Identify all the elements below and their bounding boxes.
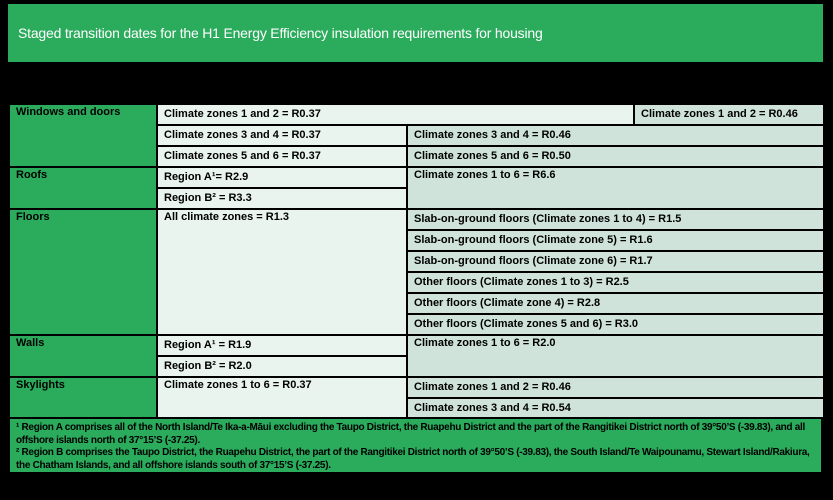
section-label-windows-and-doors: Windows and doors	[8, 103, 158, 168]
cell-windows-zones12-before: Climate zones 1 and 2 = R0.37	[155, 103, 636, 126]
cell-floors-slab-zone6: Slab-on-ground floors (Climate zone 6) =…	[405, 250, 826, 273]
cell-roofs-regionA: Region A¹= R2.9	[156, 166, 408, 189]
page-title: Staged transition dates for the H1 Energ…	[18, 25, 543, 41]
section-label-walls: Walls	[8, 334, 158, 378]
header-banner: Staged transition dates for the H1 Energ…	[8, 4, 823, 62]
table-row: Skylights Climate zones 1 to 6 = R0.37 C…	[8, 376, 826, 441]
cell-skylights-zones12-after: Climate zones 1 and 2 = R0.46	[405, 376, 826, 399]
footnote-region-a: ¹ Region A comprises all of the North Is…	[16, 422, 805, 446]
cell-walls-regionA: Region A¹ = R1.9	[156, 334, 408, 357]
table-row: Other floors (Climate zone 4) = R2.8	[9, 292, 826, 315]
table-row: Walls Region A¹ = R1.9 Climate zones 1 t…	[8, 334, 826, 378]
table-row: Climate zones 5 and 6 = R0.37 Climate zo…	[9, 145, 826, 168]
table-row: Region B² = R3.3	[9, 187, 824, 210]
cell-windows-zones56-after: Climate zones 5 and 6 = R0.50	[405, 145, 826, 168]
cell-floors-other-zones13: Other floors (Climate zones 1 to 3) = R2…	[405, 271, 826, 294]
cell-floors-before: All climate zones = R1.3	[156, 208, 408, 336]
cell-walls-regionB: Region B² = R2.0	[156, 355, 408, 378]
cell-windows-zones34-after: Climate zones 3 and 4 = R0.46	[405, 124, 826, 147]
cell-windows-zones12-after: Climate zones 1 and 2 = R0.46	[633, 103, 826, 126]
cell-roofs-regionB: Region B² = R3.3	[156, 187, 408, 210]
table-row: Other floors (Climate zones 5 and 6) = R…	[9, 313, 826, 336]
cell-windows-zones56-before: Climate zones 5 and 6 = R0.37	[156, 145, 408, 168]
table-row: Roofs Region A¹= R2.9 Climate zones 1 to…	[8, 166, 826, 210]
table-row: Other floors (Climate zones 1 to 3) = R2…	[9, 271, 826, 294]
table-row: Floors All climate zones = R1.3 Slab-on-…	[8, 208, 826, 336]
footnote-region-b: ² Region B comprises the Taupo District,…	[16, 447, 810, 471]
section-label-roofs: Roofs	[8, 166, 158, 210]
table-row: Windows and doors Climate zones 1 and 2 …	[8, 103, 826, 168]
table-row: Region B² = R2.0	[9, 355, 824, 378]
timeline-band	[0, 62, 833, 166]
footnotes-box: ¹ Region A comprises all of the North Is…	[8, 417, 823, 474]
table-row: Climate zones 3 and 4 = R0.37 Climate zo…	[9, 124, 826, 147]
cell-windows-zones34-before: Climate zones 3 and 4 = R0.37	[156, 124, 408, 147]
cell-walls-after: Climate zones 1 to 6 = R2.0	[405, 334, 826, 378]
table-row: Slab-on-ground floors (Climate zone 5) =…	[9, 229, 826, 252]
cell-floors-slab-zones14: Slab-on-ground floors (Climate zones 1 t…	[405, 208, 826, 231]
cell-floors-slab-zone5: Slab-on-ground floors (Climate zone 5) =…	[405, 229, 826, 252]
cell-roofs-after: Climate zones 1 to 6 = R6.6	[405, 166, 826, 210]
table-row: Slab-on-ground floors (Climate zone 6) =…	[9, 250, 826, 273]
cell-skylights-zones34-after: Climate zones 3 and 4 = R0.54	[405, 397, 826, 420]
cell-floors-other-zones56: Other floors (Climate zones 5 and 6) = R…	[405, 313, 826, 336]
section-label-floors: Floors	[8, 208, 158, 336]
cell-floors-other-zone4: Other floors (Climate zone 4) = R2.8	[405, 292, 826, 315]
insulation-requirements-table: Windows and doors Climate zones 1 and 2 …	[8, 103, 826, 441]
